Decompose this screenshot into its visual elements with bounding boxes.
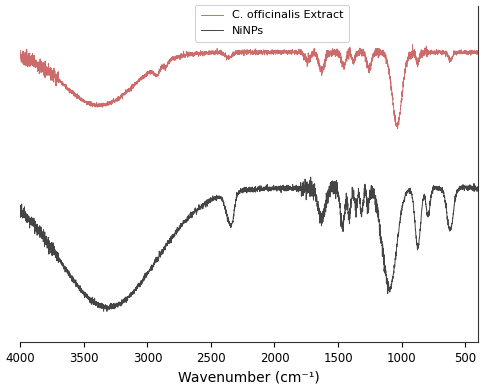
NiNPs	[294, 186, 300, 191]
NiNPs	[302, 177, 308, 181]
C. officinalis Extract	[475, 52, 481, 57]
Legend: C. officinalis Extract, NiNPs: C. officinalis Extract, NiNPs	[195, 5, 349, 41]
C. officinalis Extract	[394, 126, 400, 131]
C. officinalis Extract	[294, 52, 300, 57]
NiNPs	[104, 309, 110, 314]
Line: NiNPs: NiNPs	[20, 177, 478, 311]
C. officinalis Extract	[432, 50, 438, 55]
C. officinalis Extract	[409, 43, 415, 47]
NiNPs	[17, 207, 23, 211]
NiNPs	[475, 184, 481, 189]
NiNPs	[475, 186, 481, 191]
Line: C. officinalis Extract: C. officinalis Extract	[20, 45, 478, 128]
X-axis label: Wavenumber (cm⁻¹): Wavenumber (cm⁻¹)	[178, 370, 320, 385]
NiNPs	[432, 186, 438, 190]
C. officinalis Extract	[116, 96, 121, 101]
C. officinalis Extract	[17, 48, 23, 53]
NiNPs	[145, 270, 151, 275]
C. officinalis Extract	[475, 50, 481, 55]
C. officinalis Extract	[145, 71, 151, 76]
NiNPs	[308, 175, 314, 179]
C. officinalis Extract	[302, 54, 308, 58]
NiNPs	[116, 301, 121, 305]
